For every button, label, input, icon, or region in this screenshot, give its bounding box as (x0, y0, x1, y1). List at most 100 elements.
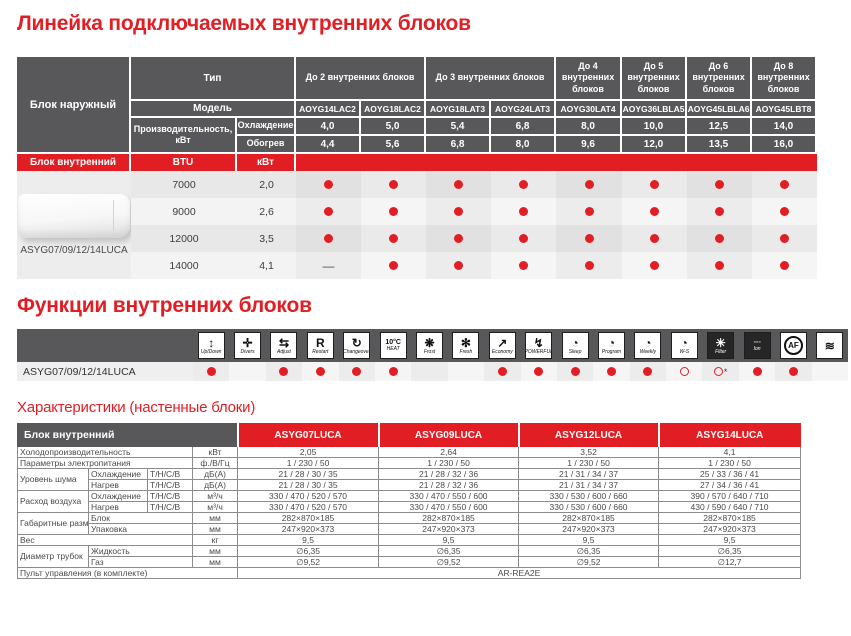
model-header: AOYG36LBLA5 (622, 101, 688, 118)
model-header: AOYG45LBT8 (752, 101, 818, 118)
adjust-airflow-icon: ⇆ Adjust (270, 332, 298, 359)
kw-value: 2,6 (237, 198, 297, 225)
compat-cell (491, 171, 557, 198)
function-dot (570, 367, 580, 376)
compat-dot (650, 206, 660, 216)
compat-cell (491, 252, 557, 279)
spec-label: Диаметр трубок (17, 545, 89, 568)
heating-capacity-value: 9,6 (556, 136, 623, 154)
fresh-fan-support-cell (447, 362, 485, 381)
group-header: До 6 внутренних блоков (687, 57, 753, 101)
model-label: Модель (131, 101, 297, 118)
compat-cell (752, 252, 818, 279)
spec-model-header: ASYG12LUCA (517, 423, 660, 447)
compat-cell (622, 171, 688, 198)
compat-dot (454, 233, 464, 243)
function-dot (279, 367, 289, 376)
compat-cell (752, 225, 818, 252)
spec-value: 330 / 470 / 550 / 600 (378, 501, 520, 513)
spec-value: 247×920×373 (237, 523, 380, 535)
powerful-cell: ↯ POWERFUL (521, 329, 557, 362)
outdoor-unit-header: Блок наружный (17, 57, 131, 154)
ion-cell: ◦◦◦ Ion (739, 329, 775, 362)
spec-label: Уровень шума (17, 468, 89, 491)
fresh-fan-cell: ✻ Fresh (448, 329, 484, 362)
compat-dot (454, 260, 464, 270)
program-timer-support-cell (593, 362, 630, 381)
compat-cell (752, 198, 818, 225)
spec-value: 247×920×373 (658, 523, 802, 535)
spec-value: ∅6,35 (518, 545, 660, 557)
spec-label: Блок (88, 512, 193, 524)
model-header: AOYG30LAT4 (556, 101, 623, 118)
compat-dot (584, 233, 594, 243)
function-dot (497, 367, 507, 376)
spec-value: 330 / 530 / 600 / 660 (518, 490, 660, 502)
indoor-unit-model-name: ASYG07/09/12/14LUCA (20, 245, 128, 256)
sleep-timer-support-cell (556, 362, 594, 381)
compat-cell (361, 252, 427, 279)
spec-value: 3,52 (518, 446, 660, 458)
spec-model-header: ASYG14LUCA (657, 423, 802, 447)
spec-value: 27 / 34 / 36 / 41 (658, 479, 802, 491)
compat-dot (389, 260, 399, 270)
function-dot (206, 367, 216, 376)
compat-dot (324, 233, 334, 243)
compat-dot (715, 260, 725, 270)
spec-unit: мм (191, 545, 239, 557)
spec-value: ∅6,35 (658, 545, 802, 557)
compat-cell (361, 171, 427, 198)
economy-icon: ↗ Economy (488, 332, 516, 359)
heating-capacity-value: 12,0 (622, 136, 688, 154)
compat-cell (622, 225, 688, 252)
model-header: AOYG14LAC2 (296, 101, 362, 118)
function-dot (352, 367, 362, 376)
spec-unit: мм (191, 512, 239, 524)
function-dot (315, 367, 325, 376)
group-header: До 5 внутренних блоков (622, 57, 688, 101)
indoor-unit-header: Блок внутренний (17, 154, 131, 171)
specs-section-title: Характеристики (настенные блоки) (17, 399, 256, 416)
filter-sign-support-cell: * (702, 362, 739, 381)
compat-cell (687, 252, 753, 279)
spec-value: 2,64 (378, 446, 520, 458)
spec-label: Габаритные размеры (17, 512, 89, 535)
spec-value: 21 / 28 / 32 / 36 (378, 468, 520, 480)
compat-cell (361, 225, 427, 252)
function-dot-outline (713, 367, 723, 376)
model-header: AOYG18LAT3 (426, 101, 492, 118)
spec-value: ∅9,52 (378, 556, 520, 568)
four-way-swing-icon: ✛ Divers (234, 332, 262, 359)
frost-fan-support-cell (411, 362, 448, 381)
compat-cell (491, 225, 557, 252)
spec-unit: мм (191, 556, 239, 568)
auto-restart-cell: R Restart (302, 329, 338, 362)
spec-label: Т/Н/С/В (147, 468, 193, 480)
spec-unit: кг (191, 534, 239, 546)
weekly-timer-icon: ◔ Weekly (634, 332, 662, 359)
compat-dot (715, 233, 725, 243)
kwt-header: кВт (237, 154, 297, 171)
spec-value: 21 / 28 / 30 / 35 (237, 468, 380, 480)
compat-dot (584, 206, 594, 216)
compat-dot (389, 206, 399, 216)
function-dot (788, 367, 798, 376)
heating-label: Обогрев (237, 136, 297, 154)
washable-panel-icon: ≋ (816, 332, 844, 359)
group-header: До 8 внутренних блоков (752, 57, 818, 101)
cooling-capacity-value: 6,8 (491, 118, 557, 136)
compat-cell (426, 225, 492, 252)
spec-label: Упаковка (88, 523, 193, 535)
compat-dot (780, 260, 790, 270)
washable-panel-support-cell (811, 362, 849, 381)
filter-sign-cell: ☀ Filter (702, 329, 738, 362)
functions-header-spacer (17, 329, 193, 362)
spec-value: 1 / 230 / 50 (378, 457, 520, 469)
auto-changeover-support-cell (338, 362, 375, 381)
heating-capacity-value: 6,8 (426, 136, 492, 154)
auto-changeover-icon: ↻ Changeover (343, 332, 371, 359)
spec-value: 21 / 31 / 34 / 37 (518, 479, 660, 491)
spec-value: 9,5 (518, 534, 660, 546)
adjust-airflow-cell: ⇆ Adjust (266, 329, 302, 362)
spec-label: Т/Н/С/В (147, 490, 193, 502)
